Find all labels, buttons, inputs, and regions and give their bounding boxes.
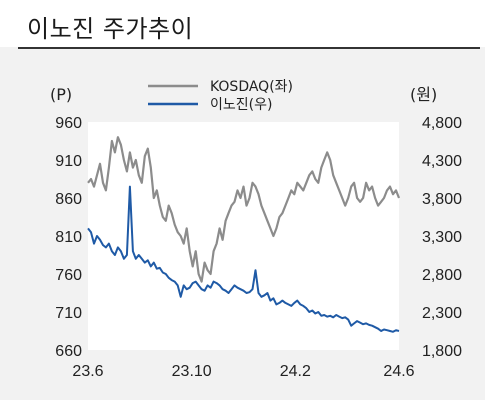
right-tick-label: 3,300: [422, 229, 462, 246]
left-tick-label: 910: [55, 153, 82, 170]
x-tick-label: 23.10: [172, 363, 212, 380]
series-line-stock: [87, 185, 400, 333]
title-divider: [18, 47, 480, 49]
title-area: 이노진 주가추이: [0, 0, 485, 47]
right-tick-label: 4,300: [422, 153, 462, 170]
left-tick-label: 810: [55, 229, 82, 246]
right-tick-label: 4,800: [422, 115, 462, 132]
right-tick-label: 1,800: [422, 343, 462, 360]
left-axis-unit: (P): [50, 85, 72, 104]
page-title: 이노진 주가추이: [27, 15, 194, 43]
right-axis: 4,800 4,300 3,800 3,300 2,800 2,300 1,800: [422, 115, 462, 360]
left-tick-label: 760: [55, 267, 82, 284]
right-tick-label: 2,300: [422, 305, 462, 322]
left-axis: 960 910 860 810 760 710 660: [55, 115, 82, 360]
x-tick-label: 23.6: [72, 363, 103, 380]
left-tick-label: 710: [55, 305, 82, 322]
legend-label-stock: 이노진(우): [210, 97, 272, 113]
x-tick-label: 24.2: [280, 363, 311, 380]
series-line-kosdaq: [87, 136, 401, 283]
right-axis-unit: (원): [410, 85, 437, 104]
legend: KOSDAQ(좌) 이노진(우): [148, 79, 293, 113]
series-layer: [87, 136, 401, 333]
plot-area: [88, 122, 399, 350]
right-tick-label: 2,800: [422, 267, 462, 284]
legend-label-kosdaq: KOSDAQ(좌): [210, 79, 293, 95]
x-axis: 23.6 23.10 24.2 24.6: [72, 363, 414, 380]
left-tick-label: 860: [55, 191, 82, 208]
left-tick-label: 660: [55, 343, 82, 360]
left-tick-label: 960: [55, 115, 82, 132]
right-tick-label: 3,800: [422, 191, 462, 208]
x-tick-label: 24.6: [383, 363, 414, 380]
